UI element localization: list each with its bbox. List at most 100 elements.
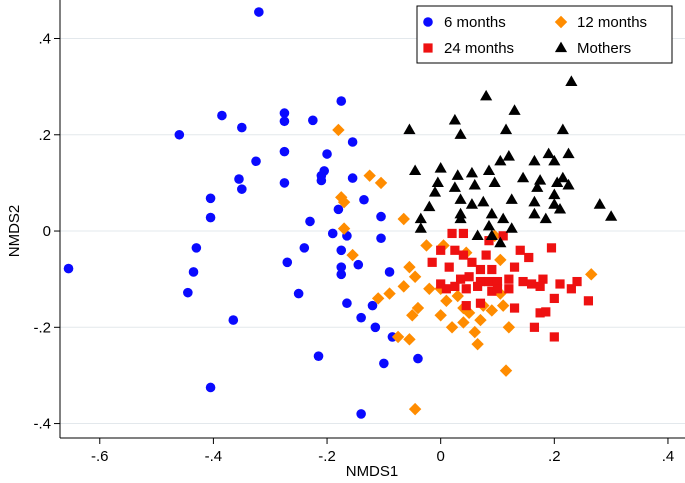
point-24-months — [546, 243, 557, 253]
point-6-months — [384, 267, 395, 277]
point-mothers — [454, 212, 467, 224]
point-24-months — [458, 228, 469, 239]
point-12-months — [397, 212, 410, 226]
data-points — [63, 7, 618, 419]
point-mothers — [556, 171, 569, 183]
point-mothers — [556, 123, 569, 135]
point-6-months — [359, 194, 369, 205]
point-12-months — [346, 248, 359, 262]
point-mothers — [505, 193, 518, 204]
point-mothers — [471, 229, 484, 241]
point-6-months — [254, 7, 264, 17]
point-mothers — [528, 154, 541, 166]
point-6-months — [336, 245, 347, 256]
point-24-months — [498, 231, 508, 241]
point-6-months — [376, 211, 386, 222]
point-mothers — [593, 198, 606, 209]
legend-marker-6-months — [423, 17, 433, 27]
point-6-months — [322, 149, 332, 159]
point-24-months — [487, 264, 497, 275]
point-12-months — [371, 292, 385, 305]
point-mothers — [553, 202, 567, 214]
point-12-months — [423, 282, 436, 295]
y-tick-label: 0 — [43, 223, 51, 240]
gridlines — [60, 38, 685, 425]
point-12-months — [434, 309, 447, 322]
point-6-months — [237, 184, 247, 194]
point-mothers — [528, 207, 541, 219]
point-mothers — [448, 181, 461, 192]
y-tick-label: .4 — [38, 31, 51, 48]
point-6-months — [316, 175, 327, 186]
point-12-months — [502, 321, 516, 334]
point-mothers — [477, 195, 490, 207]
point-24-months — [526, 279, 537, 289]
point-24-months — [538, 274, 548, 284]
point-6-months — [279, 178, 290, 188]
point-24-months — [444, 262, 454, 272]
point-mothers — [605, 210, 618, 221]
point-6-months — [379, 358, 389, 369]
point-6-months — [234, 174, 244, 184]
point-24-months — [441, 284, 451, 294]
legend-label-24-months: 24 months — [444, 40, 514, 57]
point-6-months — [376, 233, 386, 244]
point-12-months — [397, 280, 410, 293]
y-tick-label: -.4 — [33, 416, 51, 433]
point-6-months — [333, 204, 344, 215]
point-mothers — [482, 164, 496, 176]
point-mothers — [465, 198, 479, 209]
point-24-months — [572, 276, 582, 287]
point-24-months — [475, 264, 486, 275]
point-6-months — [63, 263, 74, 274]
point-12-months — [499, 364, 513, 377]
point-24-months — [555, 279, 565, 289]
point-6-months — [183, 287, 193, 298]
point-12-months — [474, 313, 487, 327]
y-axis-title: NMDS2 — [6, 205, 23, 258]
point-6-months — [413, 353, 423, 364]
x-axis-title: NMDS1 — [346, 463, 399, 480]
point-mothers — [497, 212, 510, 224]
point-24-months — [475, 276, 486, 287]
x-tick-label: -.4 — [205, 448, 223, 465]
point-24-months — [475, 298, 486, 308]
point-6-months — [205, 212, 216, 223]
point-mothers — [423, 200, 436, 212]
point-24-months — [566, 284, 576, 294]
point-mothers — [454, 128, 467, 139]
point-6-months — [347, 137, 358, 147]
point-6-months — [251, 156, 261, 167]
point-mothers — [531, 181, 544, 192]
point-mothers — [528, 195, 541, 207]
point-12-months — [485, 304, 499, 317]
point-12-months — [337, 222, 351, 235]
point-6-months — [279, 146, 290, 157]
point-12-months — [457, 316, 470, 329]
point-mothers — [562, 178, 575, 190]
point-24-months — [504, 274, 514, 284]
point-mothers — [548, 154, 561, 166]
point-12-months — [383, 287, 396, 300]
point-mothers — [488, 176, 501, 188]
y-tick-label: -.2 — [33, 319, 51, 336]
point-6-months — [279, 116, 290, 127]
point-6-months — [347, 173, 358, 183]
point-6-months — [308, 115, 318, 126]
legend-box — [416, 5, 673, 64]
point-mothers — [485, 229, 498, 241]
point-24-months — [524, 252, 534, 263]
point-24-months — [455, 274, 466, 284]
point-mothers — [414, 222, 427, 233]
point-6-months — [191, 243, 202, 253]
point-6-months — [313, 351, 324, 361]
y-tick-label: .2 — [38, 127, 51, 144]
point-24-months — [492, 276, 503, 287]
point-6-months — [336, 96, 347, 106]
point-24-months — [461, 284, 471, 294]
point-mothers — [480, 89, 493, 101]
point-12-months — [496, 299, 510, 312]
legend-marker-24-months — [423, 43, 433, 53]
point-6-months — [282, 257, 293, 268]
x-tick-label: 0 — [437, 448, 445, 465]
